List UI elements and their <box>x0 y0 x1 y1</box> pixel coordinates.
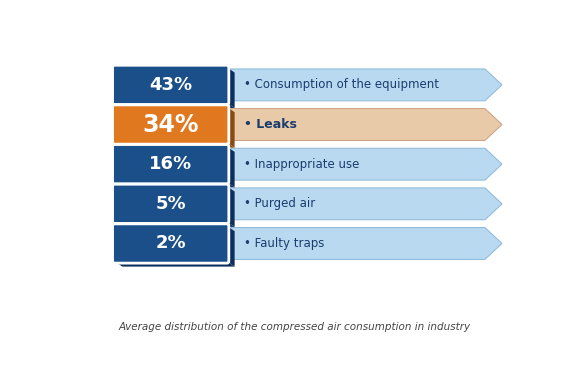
Polygon shape <box>221 148 502 180</box>
Text: 16%: 16% <box>149 155 192 173</box>
Polygon shape <box>227 146 235 187</box>
Polygon shape <box>227 226 235 267</box>
Text: 2%: 2% <box>155 234 186 252</box>
Polygon shape <box>114 222 235 227</box>
Polygon shape <box>221 228 502 260</box>
Polygon shape <box>114 261 235 267</box>
Polygon shape <box>227 186 235 227</box>
Polygon shape <box>221 69 502 101</box>
FancyBboxPatch shape <box>113 65 229 105</box>
Text: 5%: 5% <box>155 195 186 213</box>
FancyBboxPatch shape <box>113 224 229 263</box>
Text: • Consumption of the equipment: • Consumption of the equipment <box>244 78 439 91</box>
Polygon shape <box>221 188 502 220</box>
Polygon shape <box>114 142 235 147</box>
Text: • Faulty traps: • Faulty traps <box>244 237 324 250</box>
Text: 34%: 34% <box>143 112 199 136</box>
Polygon shape <box>114 182 235 187</box>
Polygon shape <box>227 107 235 147</box>
Text: Average distribution of the compressed air consumption in industry: Average distribution of the compressed a… <box>118 322 471 332</box>
Polygon shape <box>221 109 502 141</box>
FancyBboxPatch shape <box>113 144 229 184</box>
Text: • Inappropriate use: • Inappropriate use <box>244 158 359 171</box>
Text: 43%: 43% <box>149 76 192 94</box>
Polygon shape <box>227 67 235 108</box>
Polygon shape <box>114 103 235 108</box>
Text: • Purged air: • Purged air <box>244 197 315 211</box>
Text: • Leaks: • Leaks <box>244 118 297 131</box>
FancyBboxPatch shape <box>113 105 229 144</box>
FancyBboxPatch shape <box>113 184 229 223</box>
